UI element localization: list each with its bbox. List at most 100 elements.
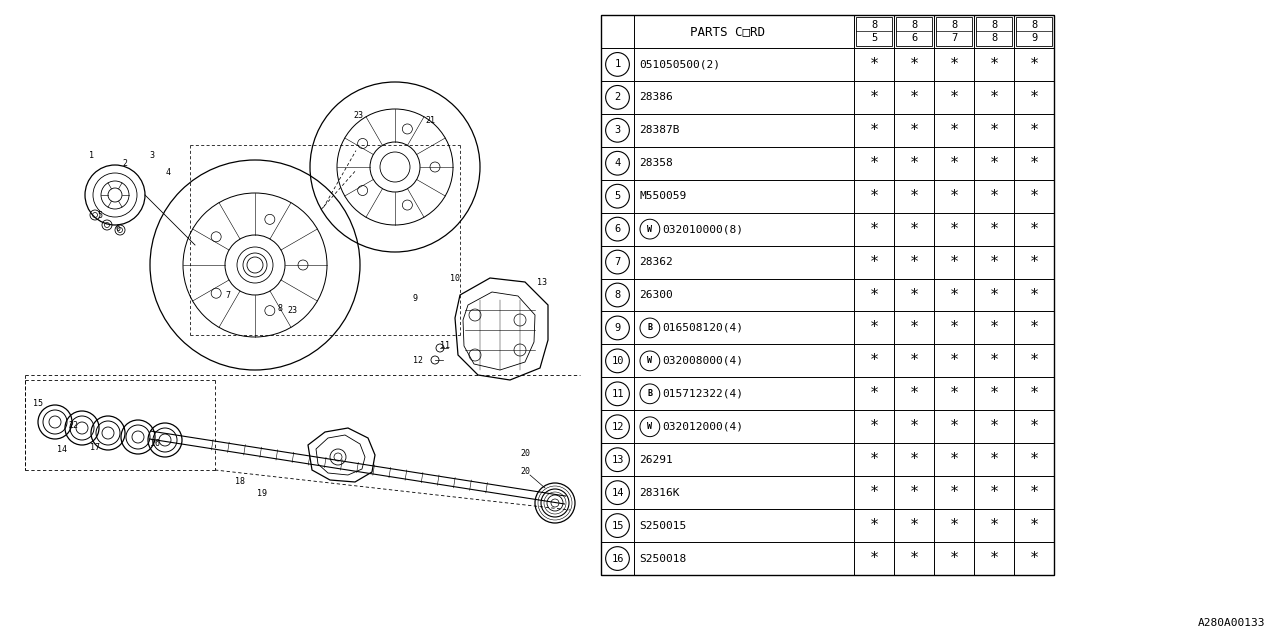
Text: M550059: M550059 bbox=[639, 191, 686, 201]
Text: 8: 8 bbox=[278, 303, 283, 312]
Text: 23: 23 bbox=[287, 305, 297, 314]
Text: 032010000(8): 032010000(8) bbox=[662, 224, 742, 234]
Text: *: * bbox=[950, 156, 959, 171]
Text: *: * bbox=[869, 452, 878, 467]
Text: *: * bbox=[950, 551, 959, 566]
Text: 051050500(2): 051050500(2) bbox=[639, 60, 719, 69]
Text: 28386: 28386 bbox=[639, 92, 673, 102]
Text: 5: 5 bbox=[97, 211, 102, 220]
Text: *: * bbox=[869, 551, 878, 566]
Text: *: * bbox=[909, 419, 919, 435]
Text: *: * bbox=[869, 189, 878, 204]
Text: W: W bbox=[648, 356, 653, 365]
Text: *: * bbox=[1029, 321, 1038, 335]
Text: 3: 3 bbox=[150, 150, 155, 159]
Text: 16: 16 bbox=[150, 438, 160, 447]
Text: 8: 8 bbox=[951, 20, 957, 30]
Text: *: * bbox=[869, 90, 878, 105]
Text: *: * bbox=[1029, 189, 1038, 204]
Text: *: * bbox=[989, 353, 998, 369]
Text: *: * bbox=[950, 255, 959, 269]
Text: *: * bbox=[1029, 221, 1038, 237]
Text: *: * bbox=[950, 387, 959, 401]
Text: S250015: S250015 bbox=[639, 520, 686, 531]
Text: B: B bbox=[648, 323, 653, 332]
Text: *: * bbox=[869, 321, 878, 335]
Text: 18: 18 bbox=[236, 477, 244, 486]
Text: *: * bbox=[1029, 156, 1038, 171]
Text: 20: 20 bbox=[520, 449, 530, 458]
Text: 23: 23 bbox=[353, 111, 364, 120]
Text: *: * bbox=[869, 287, 878, 303]
Text: 5: 5 bbox=[870, 33, 877, 43]
Text: *: * bbox=[909, 287, 919, 303]
Bar bbox=[1016, 17, 1052, 46]
Text: *: * bbox=[909, 255, 919, 269]
Text: 21: 21 bbox=[425, 115, 435, 125]
Text: *: * bbox=[950, 123, 959, 138]
Text: *: * bbox=[950, 57, 959, 72]
Text: *: * bbox=[989, 518, 998, 533]
Text: PARTS C□RD: PARTS C□RD bbox=[690, 25, 765, 38]
Text: *: * bbox=[989, 221, 998, 237]
Text: 13: 13 bbox=[538, 278, 547, 287]
Text: 14: 14 bbox=[58, 445, 67, 454]
Text: 14: 14 bbox=[612, 488, 623, 498]
Text: *: * bbox=[989, 419, 998, 435]
Text: *: * bbox=[989, 452, 998, 467]
Text: 6: 6 bbox=[614, 224, 621, 234]
Bar bbox=[896, 17, 932, 46]
Bar bbox=[856, 17, 892, 46]
Text: 2: 2 bbox=[123, 159, 128, 168]
Text: 28362: 28362 bbox=[639, 257, 673, 267]
Text: *: * bbox=[989, 287, 998, 303]
Text: *: * bbox=[869, 419, 878, 435]
Text: S250018: S250018 bbox=[639, 554, 686, 564]
Text: *: * bbox=[1029, 287, 1038, 303]
Text: 015712322(4): 015712322(4) bbox=[662, 389, 742, 399]
Text: 28358: 28358 bbox=[639, 158, 673, 168]
Text: *: * bbox=[869, 57, 878, 72]
Text: 8: 8 bbox=[991, 20, 997, 30]
Text: *: * bbox=[909, 452, 919, 467]
Text: *: * bbox=[989, 90, 998, 105]
Text: 22: 22 bbox=[68, 420, 78, 429]
Text: 8: 8 bbox=[1030, 20, 1037, 30]
Text: 15: 15 bbox=[33, 399, 44, 408]
Text: *: * bbox=[869, 255, 878, 269]
Text: 26291: 26291 bbox=[639, 454, 673, 465]
Text: *: * bbox=[909, 123, 919, 138]
Text: *: * bbox=[1029, 419, 1038, 435]
Text: 12: 12 bbox=[413, 355, 422, 365]
Text: 13: 13 bbox=[612, 454, 623, 465]
Text: 7: 7 bbox=[614, 257, 621, 267]
Text: *: * bbox=[909, 321, 919, 335]
Text: *: * bbox=[1029, 485, 1038, 500]
Text: 032012000(4): 032012000(4) bbox=[662, 422, 742, 432]
Text: *: * bbox=[1029, 551, 1038, 566]
Text: *: * bbox=[950, 321, 959, 335]
Text: *: * bbox=[1029, 90, 1038, 105]
Text: 17: 17 bbox=[90, 444, 100, 452]
Text: *: * bbox=[989, 387, 998, 401]
Text: *: * bbox=[989, 485, 998, 500]
Text: A280A00133: A280A00133 bbox=[1198, 618, 1265, 628]
Text: *: * bbox=[869, 485, 878, 500]
Text: 10: 10 bbox=[612, 356, 623, 366]
Text: *: * bbox=[989, 57, 998, 72]
Text: *: * bbox=[909, 156, 919, 171]
Text: 2: 2 bbox=[614, 92, 621, 102]
Text: *: * bbox=[950, 90, 959, 105]
Bar bbox=[602, 15, 1053, 575]
Text: *: * bbox=[950, 287, 959, 303]
Text: *: * bbox=[950, 189, 959, 204]
Text: 6: 6 bbox=[911, 33, 918, 43]
Text: 26300: 26300 bbox=[639, 290, 673, 300]
Text: 28316K: 28316K bbox=[639, 488, 680, 498]
Text: *: * bbox=[909, 90, 919, 105]
Text: *: * bbox=[950, 452, 959, 467]
Text: *: * bbox=[909, 387, 919, 401]
Text: *: * bbox=[950, 221, 959, 237]
Text: 9: 9 bbox=[412, 294, 417, 303]
Text: 8: 8 bbox=[991, 33, 997, 43]
